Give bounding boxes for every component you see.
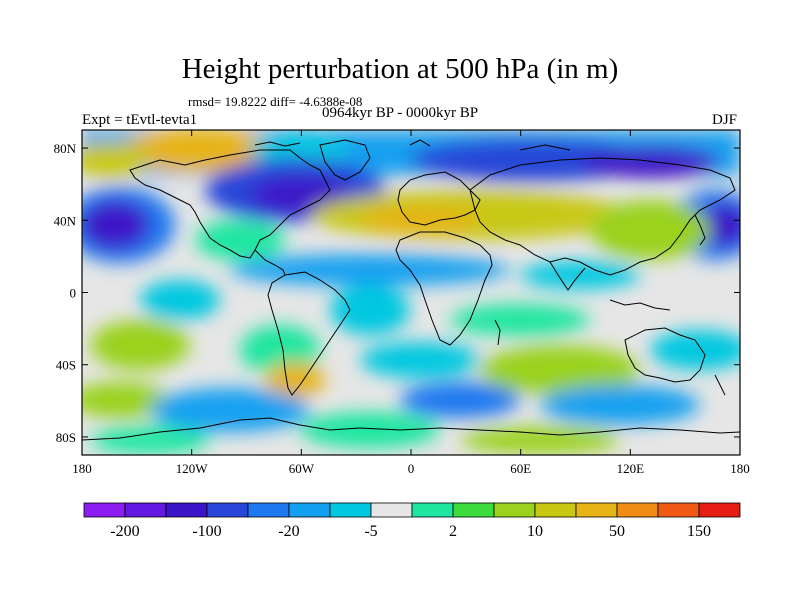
colorbar-swatch	[411, 502, 454, 518]
south-atlantic-low	[330, 285, 410, 335]
coastline-australia	[624, 327, 706, 383]
colorbar-swatch	[493, 502, 536, 518]
colorbar-swatch	[616, 502, 659, 518]
y-tick-label: 40N	[54, 213, 77, 228]
colorbar-label: 2	[449, 523, 457, 540]
ne-pacific-low-core	[82, 200, 150, 250]
coastline-south-america	[267, 271, 351, 396]
x-tick-label: 120W	[176, 461, 209, 476]
colorbar-label: -20	[278, 523, 299, 540]
coastlines	[82, 139, 740, 441]
colorbar-label: -5	[364, 523, 377, 540]
x-tick-label: 60E	[510, 461, 531, 476]
coastline-antarctica	[82, 417, 740, 441]
eurasia-arctic-low	[410, 138, 650, 182]
coastline-asia	[469, 157, 736, 276]
colorbar-swatch	[534, 502, 577, 518]
coastline-india	[549, 261, 586, 291]
y-tick-label: 80N	[54, 141, 77, 156]
south-pacific-green	[90, 320, 190, 370]
siberia-low	[580, 146, 720, 178]
x-tick-label: 60W	[289, 461, 315, 476]
antarctic-green	[300, 412, 440, 448]
colorbar-swatch	[329, 502, 372, 518]
north-america-core	[250, 177, 350, 213]
colorbar-label: 10	[527, 523, 543, 540]
colorbar-swatch	[657, 502, 700, 518]
x-tick-label: 0	[408, 461, 415, 476]
x-tick-label: 120E	[617, 461, 645, 476]
coastline-svalbard	[409, 139, 431, 147]
australia-south-cyan	[650, 330, 740, 370]
x-tick-label: 180	[730, 461, 750, 476]
colorbar-label: 150	[687, 523, 711, 540]
south-atlantic-cyan	[360, 342, 480, 378]
coastline-new-zealand	[714, 374, 726, 396]
south-pacific-high	[82, 382, 170, 418]
coastline-europe	[397, 171, 481, 226]
coastline-canada-islands	[254, 141, 301, 147]
alaska-high	[120, 130, 280, 172]
coastline-japan	[694, 214, 706, 246]
colorbar-swatch	[247, 502, 290, 518]
colorbar-label: -100	[192, 523, 221, 540]
coastline-central-america	[254, 249, 286, 276]
greenland-anomaly	[250, 135, 350, 165]
coastline-africa	[395, 231, 493, 346]
colorbar-swatch	[370, 502, 413, 518]
europe-high	[360, 206, 480, 234]
east-pacific-low	[140, 280, 220, 320]
colorbar-swatch	[698, 502, 741, 518]
y-tick-label: 80S	[56, 430, 76, 445]
field-blobs	[82, 130, 740, 454]
southern-ocean-low-west	[150, 388, 310, 432]
coastline-indonesia	[609, 299, 671, 311]
antarctic-west-green	[90, 426, 210, 454]
y-tick-label: 40S	[56, 358, 76, 373]
east-asia-high	[590, 200, 710, 260]
colorbar-swatch	[288, 502, 331, 518]
coastline-siberia-north	[519, 144, 571, 151]
southern-ocean-low-indian	[540, 385, 700, 425]
height-anomaly-field	[82, 130, 740, 455]
coastline-north-america	[129, 149, 331, 259]
colorbar-swatch	[206, 502, 249, 518]
colorbar: -200 -100 -20 -5 2 10 50 150	[83, 502, 741, 540]
x-tick-label: 180	[72, 461, 92, 476]
colorbar-swatch	[452, 502, 495, 518]
colorbar-label: 50	[609, 523, 625, 540]
colorbar-label: -200	[110, 523, 139, 540]
nw-pacific-low-core	[700, 203, 740, 247]
period-label: 0964kyr BP - 0000kyr BP	[322, 105, 479, 121]
stats-line: rmsd= 19.8222 diff= -4.6388e-08	[188, 94, 363, 109]
colorbar-swatch	[124, 502, 167, 518]
colorbar-swatch	[165, 502, 208, 518]
coastline-greenland	[319, 139, 371, 181]
colorbar-swatch	[83, 502, 126, 518]
south-america-high	[265, 362, 325, 398]
indian-tropics-low	[520, 261, 640, 289]
tropical-atlantic-low	[230, 254, 510, 286]
map-ticks: 180 120W 60W 0 60E 120E 180 80N 40N 0 40S 80S	[54, 130, 750, 476]
indian-south-high	[480, 345, 640, 395]
indian-ocean-green	[450, 304, 590, 336]
colorbar-swatch	[575, 502, 618, 518]
coastline-madagascar	[494, 319, 501, 346]
season-label: DJF	[712, 112, 738, 128]
figure-title: Height perturbation at 500 hPa (in m)	[181, 53, 619, 85]
atlantic-west-green	[195, 220, 285, 260]
y-tick-label: 0	[70, 286, 77, 301]
southern-ocean-low-atlantic	[400, 382, 520, 418]
experiment-label: Expt = tEvtl-tevta1	[82, 112, 198, 128]
